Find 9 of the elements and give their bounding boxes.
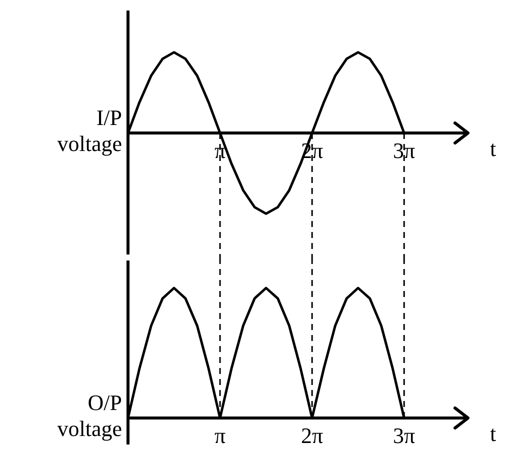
y-axis-title: I/P voltage bbox=[57, 105, 122, 156]
x-tick-label: π bbox=[214, 138, 226, 163]
y-axis-title: O/P voltage bbox=[57, 390, 122, 441]
x-tick-label: 3π bbox=[393, 138, 416, 163]
x-tick-label: 2π bbox=[301, 422, 324, 448]
x-axis-title: t bbox=[490, 136, 496, 161]
x-axis-title: t bbox=[490, 420, 496, 446]
x-tick-label: π bbox=[214, 422, 226, 448]
x-tick-label: 3π bbox=[393, 422, 416, 448]
